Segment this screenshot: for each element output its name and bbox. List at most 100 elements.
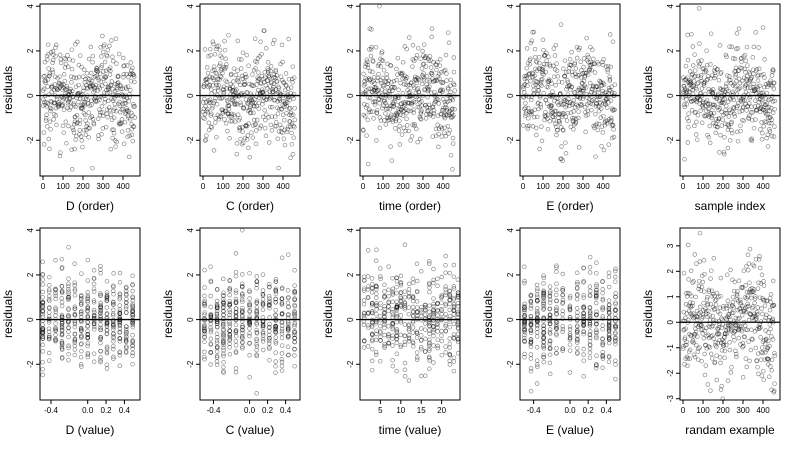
- data-point: [240, 330, 245, 336]
- data-point: [755, 78, 761, 83]
- data-point: [564, 118, 570, 123]
- data-point: [284, 129, 290, 135]
- data-point: [236, 56, 242, 62]
- data-point: [278, 129, 284, 135]
- data-point: [721, 151, 727, 157]
- data-point: [254, 305, 260, 310]
- data-point: [405, 83, 411, 88]
- data-point: [281, 79, 286, 85]
- data-point: [89, 114, 95, 119]
- data-point: [613, 362, 618, 367]
- data-point: [72, 306, 77, 312]
- data-point: [534, 59, 540, 65]
- data-point: [369, 89, 375, 94]
- data-point: [699, 78, 704, 84]
- data-point: [451, 336, 457, 341]
- data-point: [61, 130, 67, 135]
- data-point: [250, 101, 255, 106]
- data-point: [385, 106, 391, 111]
- data-point: [522, 313, 527, 318]
- data-point: [559, 156, 564, 162]
- data-point: [571, 115, 577, 121]
- data-point: [684, 354, 690, 360]
- data-point: [427, 314, 432, 319]
- data-point: [374, 291, 379, 296]
- data-point: [364, 103, 370, 108]
- data-point: [281, 80, 287, 86]
- data-point: [88, 85, 93, 90]
- data-point: [587, 322, 593, 327]
- data-point: [104, 366, 110, 371]
- data-point: [578, 90, 583, 95]
- y-axis-label: residuals: [161, 290, 175, 338]
- data-point: [599, 143, 604, 149]
- data-point: [394, 290, 399, 296]
- data-point: [391, 115, 397, 121]
- data-point: [535, 362, 540, 367]
- data-point: [431, 79, 436, 84]
- data-point: [130, 320, 135, 326]
- data-point: [443, 286, 448, 292]
- data-point: [66, 325, 71, 331]
- data-point: [724, 73, 730, 78]
- data-point: [227, 303, 232, 308]
- data-point: [273, 287, 279, 293]
- data-point: [442, 125, 447, 130]
- data-point: [609, 118, 614, 123]
- data-point: [567, 295, 573, 301]
- data-point: [240, 284, 245, 290]
- data-point: [771, 86, 777, 91]
- data-point: [723, 52, 729, 58]
- data-point: [551, 46, 557, 51]
- data-point: [538, 102, 543, 107]
- data-point: [292, 335, 297, 341]
- data-point: [111, 322, 116, 328]
- data-point: [432, 78, 438, 83]
- data-point: [700, 105, 706, 110]
- data-point: [125, 108, 130, 113]
- data-point: [394, 307, 399, 313]
- data-point: [365, 311, 371, 316]
- data-point: [79, 333, 84, 338]
- data-point: [41, 97, 46, 102]
- data-point: [247, 353, 252, 358]
- data-point: [397, 70, 403, 76]
- data-point: [269, 128, 275, 133]
- data-point: [728, 110, 734, 115]
- data-point: [750, 55, 756, 60]
- data-point: [40, 322, 45, 327]
- data-point: [282, 127, 287, 133]
- data-point: [765, 84, 770, 90]
- data-point: [228, 92, 233, 97]
- data-point: [91, 122, 97, 127]
- data-point: [406, 287, 412, 292]
- data-point: [56, 100, 61, 105]
- data-point: [46, 318, 52, 323]
- data-point: [111, 300, 116, 305]
- data-point: [91, 316, 97, 321]
- data-point: [428, 58, 433, 63]
- data-point: [267, 345, 272, 350]
- data-point: [420, 74, 426, 80]
- data-point: [279, 286, 285, 292]
- data-point: [287, 119, 292, 124]
- data-point: [49, 83, 55, 89]
- data-point: [761, 377, 767, 382]
- data-point: [522, 313, 527, 318]
- data-point: [365, 294, 371, 300]
- data-point: [534, 297, 540, 303]
- data-point: [208, 336, 214, 342]
- data-point: [221, 312, 226, 318]
- data-point: [121, 141, 127, 147]
- data-point: [581, 64, 586, 70]
- data-point: [124, 108, 130, 114]
- data-point: [59, 327, 65, 333]
- data-point: [529, 111, 534, 117]
- data-point: [254, 279, 260, 284]
- data-point: [66, 320, 71, 325]
- data-point: [86, 77, 92, 82]
- data-point: [40, 330, 45, 336]
- data-point: [600, 336, 605, 341]
- data-point: [395, 55, 401, 61]
- data-point: [249, 82, 254, 87]
